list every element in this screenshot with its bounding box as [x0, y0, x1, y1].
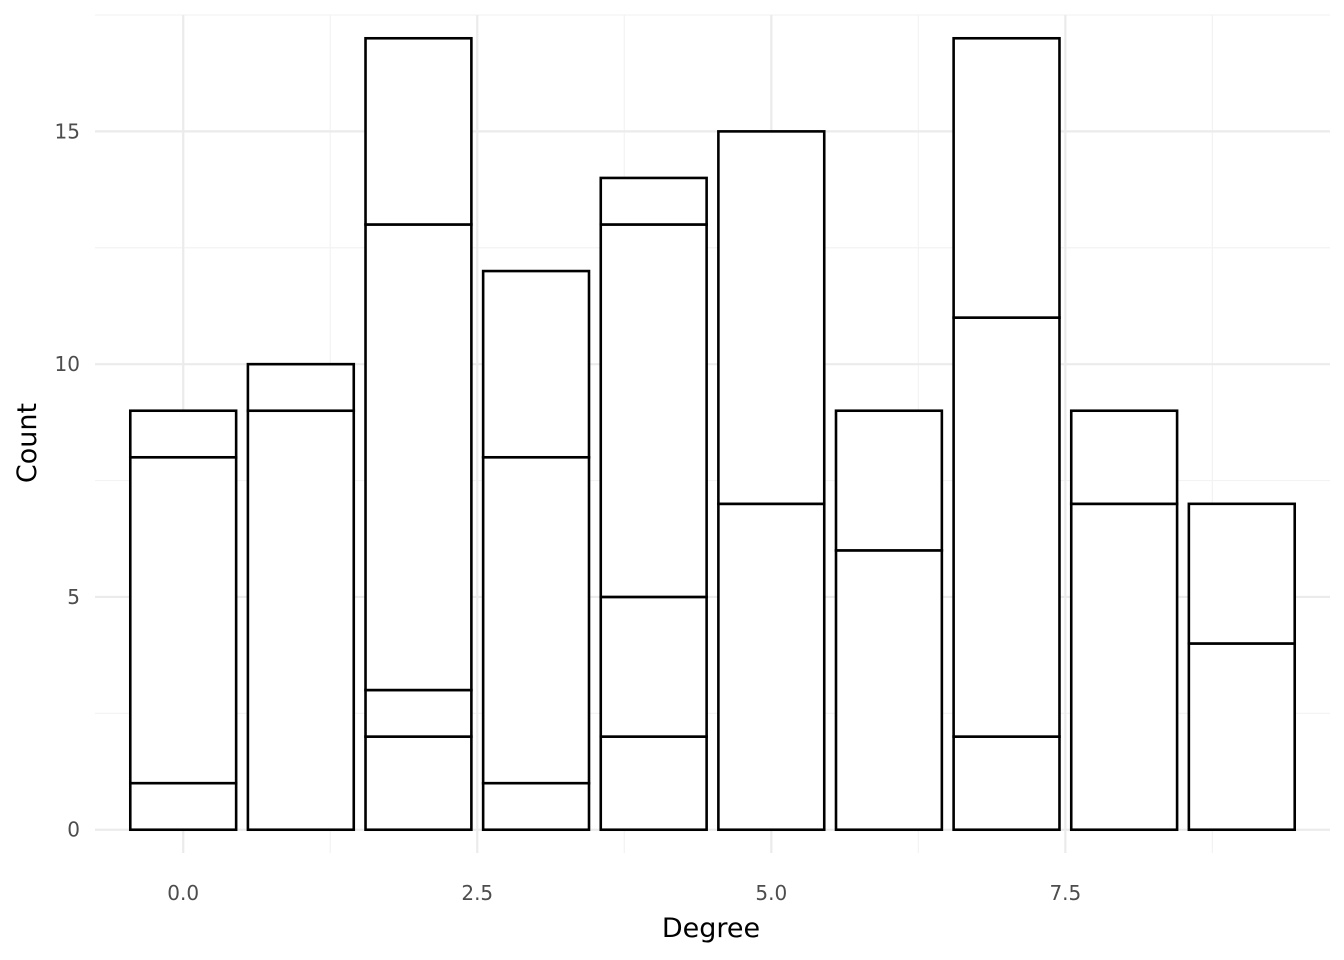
bar: [246, 362, 356, 832]
bar-segment: [599, 735, 708, 832]
y-axis-title: Count: [12, 403, 43, 483]
bar-segment: [246, 362, 356, 413]
y-tick-label: 15: [55, 119, 80, 143]
bar-segment: [246, 409, 356, 832]
x-tick-label: 0.0: [167, 881, 199, 905]
bar: [599, 176, 708, 832]
bar: [481, 269, 591, 832]
bar: [952, 36, 1061, 832]
x-tick-label: 2.5: [461, 881, 493, 905]
x-tick-label: 7.5: [1049, 881, 1081, 905]
bars: [128, 36, 1297, 832]
y-tick-label: 10: [55, 352, 80, 376]
bar-segment: [952, 36, 1061, 319]
bar-segment: [128, 455, 238, 785]
bar-segment: [599, 223, 708, 599]
bar-segment: [364, 735, 473, 832]
bar-segment: [364, 688, 473, 738]
bar-segment: [599, 595, 708, 738]
bar-segment: [1069, 502, 1179, 832]
bar-segment: [952, 735, 1061, 832]
x-axis-ticks: 0.0 2.5 5.0 7.5: [167, 881, 1081, 905]
bar: [128, 409, 238, 832]
bar: [717, 130, 826, 832]
bar-segment: [834, 409, 944, 552]
bar-segment: [717, 502, 826, 832]
bar-segment: [1187, 642, 1297, 832]
y-tick-label: 5: [67, 585, 80, 609]
x-axis-title: Degree: [662, 913, 760, 944]
bar-segment: [481, 269, 591, 459]
y-axis-ticks: 0 5 10 15: [55, 119, 80, 841]
bar: [1069, 409, 1179, 832]
bar-segment: [952, 316, 1061, 738]
bar-segment: [481, 781, 591, 832]
bar-segment: [128, 409, 238, 459]
x-tick-label: 5.0: [755, 881, 787, 905]
y-tick-label: 0: [67, 818, 80, 842]
bar-segment: [599, 176, 708, 226]
bar: [364, 36, 473, 832]
bar-segment: [364, 36, 473, 226]
bar-segment: [128, 781, 238, 832]
bar: [1187, 502, 1297, 832]
bar: [834, 409, 944, 832]
bar-segment: [717, 130, 826, 506]
bar-segment: [481, 455, 591, 785]
bar-segment: [364, 223, 473, 692]
bar-segment: [1069, 409, 1179, 506]
bar-segment: [1187, 502, 1297, 645]
bar-segment: [834, 549, 944, 832]
